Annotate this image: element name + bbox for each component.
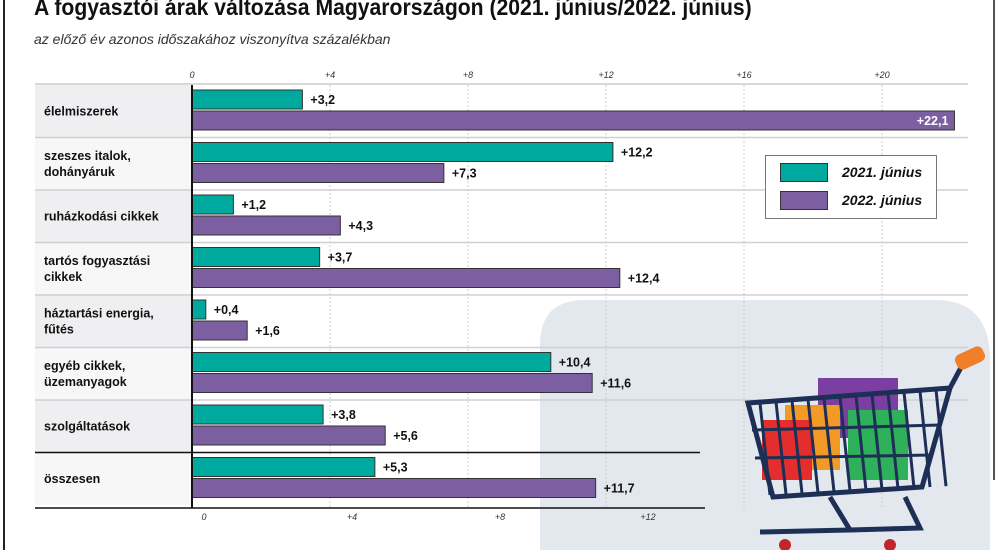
cart-wire — [806, 399, 820, 493]
data-label: +7,3 — [452, 167, 477, 181]
row-label-background — [35, 452, 192, 505]
bottom-tick-label: +12 — [640, 512, 655, 522]
legend-item: 2021. június — [780, 160, 936, 184]
row-label-background — [35, 137, 192, 190]
frame-border — [3, 0, 5, 550]
cart-wire — [758, 402, 772, 496]
bar-2022 — [191, 478, 597, 498]
bottom-tick-label: +4 — [347, 512, 357, 522]
cart-wire — [854, 395, 868, 491]
top-tick-label: +12 — [598, 70, 613, 80]
top-tick-label: +4 — [325, 70, 335, 80]
bar-2021 — [191, 89, 303, 110]
data-label: +4,3 — [348, 219, 373, 233]
category-label: üzemanyagok — [44, 375, 127, 389]
category-label: összesen — [44, 472, 100, 486]
cart-wire — [838, 396, 852, 492]
cart-wire — [751, 423, 941, 432]
category-label: fűtés — [44, 322, 74, 336]
data-label: +3,7 — [328, 251, 353, 265]
chart-subtitle: az előző év azonos időszakához viszonyít… — [34, 31, 391, 47]
bar-2022 — [191, 215, 341, 236]
bar-2022 — [191, 110, 955, 131]
bar-2022 — [191, 163, 445, 183]
data-label: +1,6 — [255, 324, 280, 338]
bottom-tick-label: 0 — [201, 512, 206, 522]
data-label: +22,1 — [917, 114, 949, 128]
category-label: egyéb cikkek, — [44, 359, 125, 373]
legend-swatch — [780, 162, 828, 182]
cart-wire — [822, 398, 836, 492]
data-label: +3,2 — [310, 93, 335, 107]
frame-border — [993, 0, 995, 480]
bar-2022 — [191, 320, 248, 341]
category-label: ruházkodási cikkek — [44, 209, 159, 223]
cart-wire — [774, 401, 788, 495]
legend-swatch — [780, 190, 828, 210]
data-label: +0,4 — [214, 303, 239, 317]
bar-2022 — [191, 268, 621, 288]
row-label-background — [35, 347, 192, 400]
bottom-tick-label: +8 — [495, 512, 505, 522]
category-label: élelmiszerek — [44, 104, 118, 118]
data-label: +11,7 — [604, 482, 635, 496]
cart-wire — [886, 393, 900, 489]
data-label: +10,4 — [559, 356, 591, 370]
row-label-background — [35, 400, 192, 453]
data-label: +5,3 — [383, 461, 408, 475]
bar-2021 — [191, 194, 234, 215]
data-label: +1,2 — [241, 198, 266, 212]
cart-wire — [754, 453, 933, 460]
cart-wire — [790, 400, 804, 494]
cart-frame-icon — [759, 495, 924, 535]
data-label: +11,6 — [600, 377, 631, 391]
category-label: háztartási energia, — [44, 306, 154, 320]
bar-2021 — [191, 247, 321, 267]
cart-wire — [870, 394, 884, 490]
cart-wheel-icon — [884, 539, 896, 550]
legend-label: 2022. június — [842, 192, 923, 208]
row-label-background — [35, 295, 192, 348]
category-label: szolgáltatások — [44, 419, 130, 433]
bar-2021 — [191, 404, 324, 425]
legend-item: 2022. június — [780, 188, 936, 212]
row-label-background — [35, 242, 192, 295]
category-label: dohányáruk — [44, 165, 115, 179]
cart-wire — [902, 392, 916, 488]
top-tick-label: 0 — [189, 70, 194, 80]
legend-label: 2021. június — [842, 164, 923, 180]
category-label: szeszes italok, — [44, 149, 131, 163]
category-label: cikkek — [44, 270, 82, 284]
legend: 2021. június 2022. június — [765, 155, 937, 219]
data-label: +12,4 — [628, 272, 660, 286]
cart-wire — [934, 389, 948, 487]
top-tick-label: +16 — [736, 70, 751, 80]
top-tick-label: +8 — [463, 70, 473, 80]
bar-2021 — [191, 299, 207, 320]
cart-wire — [918, 390, 932, 488]
bar-2021 — [191, 142, 614, 162]
bar-2021 — [191, 457, 376, 477]
cart-wheel-icon — [779, 539, 791, 550]
data-label: +12,2 — [621, 146, 653, 160]
row-label-background — [35, 190, 192, 243]
bar-2022 — [191, 373, 593, 393]
data-label: +3,8 — [331, 408, 356, 422]
chart-title: A fogyasztói árak változása Magyarország… — [34, 0, 752, 20]
category-label: tartós fogyasztási — [44, 254, 150, 268]
cart-grip-icon — [954, 346, 986, 370]
bar-2022 — [191, 425, 386, 446]
data-label: +5,6 — [393, 429, 418, 443]
bar-2021 — [191, 352, 552, 372]
row-label-background — [35, 85, 192, 138]
cart-basket-icon — [744, 385, 954, 500]
top-tick-label: +20 — [874, 70, 889, 80]
